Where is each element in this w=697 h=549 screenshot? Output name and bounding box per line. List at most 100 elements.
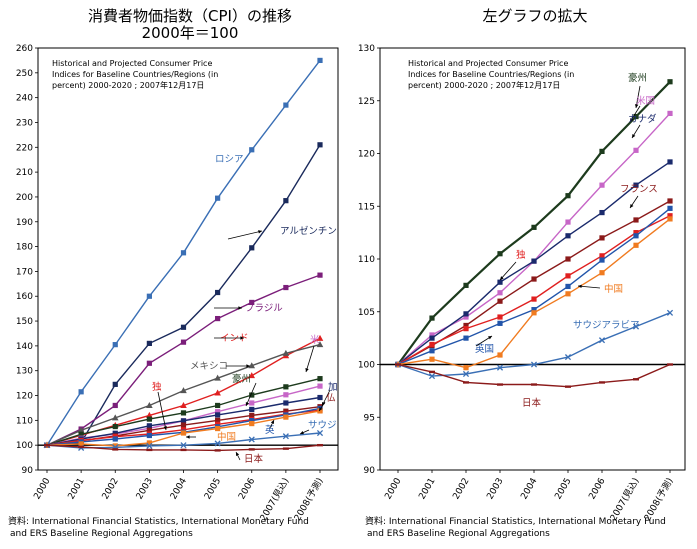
left-marker-australia [317,376,323,382]
right-marker-france [599,235,605,241]
right-marker-china [429,356,435,362]
left-note-line: Historical and Projected Consumer Price [52,59,212,68]
right-source-line1: 資料: International Financial Statistics, … [365,517,666,527]
left-label-usa: 米 [310,334,320,346]
right-marker-australia [633,113,639,120]
left-label-pointer-australia [245,382,257,407]
left-marker-india [214,389,221,396]
right-marker-australia [463,282,469,288]
left-marker-china [180,430,187,436]
left-ytick-label: 240 [16,94,33,104]
right-label-uk: 英国 [475,343,494,355]
left-marker-argentina [112,381,118,387]
left-ytick-label: 170 [16,267,33,277]
right-marker-france [565,256,571,262]
right-note-line: percent) 2000-2020 ; 2007年12月17日 [408,80,560,90]
left-marker-china [249,420,255,427]
left-label-pointer-argentina [227,230,263,240]
left-xtick-label: 2006 [237,476,257,501]
left-marker-australia [78,431,84,437]
left-label-pointer-usa [305,345,315,373]
left-marker-china [283,414,289,420]
left-ytick-label: 110 [16,416,33,426]
right-ytick-label: 120 [358,150,375,160]
right-marker-japan [531,383,537,386]
right-label-arrowhead-canada [632,134,636,138]
left-marker-mexico [248,362,256,369]
left-marker-france [283,408,289,414]
right-marker-canada [633,182,639,188]
left-marker-mexico [146,401,153,408]
left-ytick-label: 190 [16,218,33,228]
left-marker-china [146,440,152,446]
left-marker-japan [146,448,153,452]
left-label-germany: 独 [152,381,162,393]
right-marker-usa [633,147,639,153]
left-marker-usa [215,409,221,415]
left-marker-russia [180,250,187,256]
left-ytick-label: 220 [16,143,33,153]
left-marker-france [215,417,221,423]
left-label-australia: 豪州 [232,373,251,385]
left-marker-canada [215,412,221,418]
left-xtick-label: 2002 [101,477,121,502]
left-marker-argentina [317,142,323,148]
left-marker-russia [78,389,84,395]
left-marker-japan [78,445,85,449]
left-label-canada: 加 [328,382,338,393]
right-marker-australia [497,251,503,257]
left-label-arrowhead-india [240,336,244,340]
left-marker-saudi-arabia [180,442,187,449]
right-label-china: 中国 [604,283,623,295]
left-marker-china [112,443,118,449]
right-marker-china [633,242,639,248]
right-marker-germany [565,273,571,279]
right-marker-china [599,270,605,276]
right-note-line: Historical and Projected Consumer Price [408,59,568,68]
left-marker-mexico [77,426,85,433]
left-ytick-label: 160 [16,292,33,302]
right-marker-canada [565,233,571,239]
left-label-arrowhead-uk [270,420,274,424]
left-label-arrowhead-japan [236,452,240,456]
right-label-japan: 日本 [522,397,542,409]
left-label-arrowhead-germany [163,426,167,430]
left-marker-china [317,408,323,414]
right-marker-japan [565,385,571,388]
right-marker-australia [667,79,673,85]
left-marker-france [180,422,187,428]
right-marker-saudi-arabia [564,354,572,361]
left-marker-france [249,412,255,418]
left-marker-argentina [146,340,152,346]
right-marker-china [565,291,571,297]
left-series-argentina [44,142,323,448]
left-marker-australia [112,423,118,430]
left-marker-china [78,441,84,447]
left-marker-canada [146,423,152,429]
right-marker-germany [497,314,503,320]
right-label-germany: 独 [516,249,526,261]
right-marker-japan [599,381,605,384]
left-marker-argentina [249,245,255,251]
right-marker-france [463,322,469,329]
left-xtick-label: 2000 [32,476,52,501]
left-label-pointer-germany [157,391,167,431]
right-marker-china [463,365,469,371]
left-marker-australia [283,384,289,390]
right-marker-australia [429,315,435,321]
right-xtick-label: 2000 [383,476,403,501]
left-marker-argentina [180,324,187,330]
right-label-arrowhead-uk [488,336,492,340]
right-label-pointer-china [577,285,601,289]
left-marker-mexico [214,374,221,381]
left-ytick-label: 260 [16,44,33,54]
left-ytick-label: 130 [16,367,33,377]
left-marker-japan [248,448,255,451]
left-marker-brazil [283,284,289,291]
right-marker-uk [463,335,469,341]
right-xtick-label: 2005 [553,477,573,502]
left-xtick-label: 2004 [169,476,189,501]
left-marker-mexico [111,414,119,421]
right-marker-usa [599,182,605,188]
